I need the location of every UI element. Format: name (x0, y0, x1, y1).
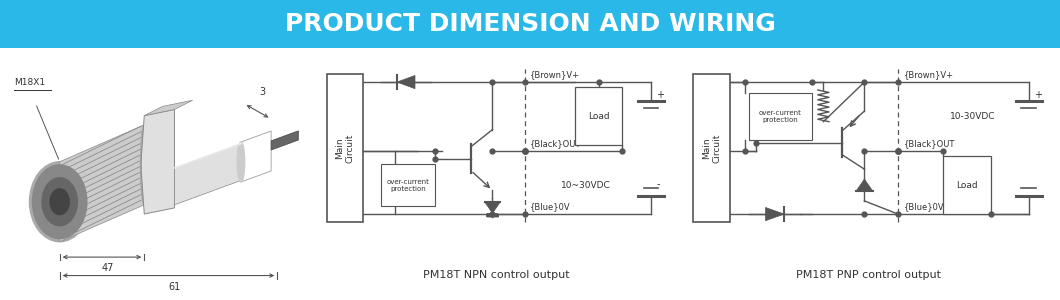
Text: Load: Load (588, 112, 610, 121)
Ellipse shape (237, 142, 245, 182)
Text: 3: 3 (259, 87, 265, 98)
Bar (942, 156, 991, 214)
Text: PM18T NPN control output: PM18T NPN control output (423, 270, 569, 280)
Polygon shape (856, 179, 872, 191)
Text: -: - (656, 179, 660, 189)
Text: {Brown}V+: {Brown}V+ (903, 70, 954, 80)
Text: 10-30VDC: 10-30VDC (950, 112, 995, 121)
Text: {Black}OUT: {Black}OUT (530, 139, 582, 148)
Text: PM18T PNP control output: PM18T PNP control output (796, 270, 940, 280)
Bar (0, 0, 1060, 48)
Bar (576, 87, 622, 146)
Polygon shape (398, 76, 416, 89)
Bar (381, 164, 435, 206)
Polygon shape (144, 100, 193, 116)
Text: {Blue}0V: {Blue}0V (903, 202, 944, 211)
Text: 10~30VDC: 10~30VDC (562, 181, 611, 190)
Ellipse shape (30, 162, 90, 242)
Polygon shape (484, 202, 500, 213)
Polygon shape (59, 125, 144, 242)
Ellipse shape (50, 189, 69, 215)
Text: {Blue}0V: {Blue}0V (530, 202, 571, 211)
Text: over-current
protection: over-current protection (759, 110, 802, 123)
Text: +: + (1035, 90, 1042, 100)
Bar (748, 93, 812, 140)
Text: PRODUCT DIMENSION AND WIRING: PRODUCT DIMENSION AND WIRING (284, 12, 776, 36)
Bar (693, 74, 730, 222)
Text: 61: 61 (169, 282, 180, 292)
Text: M18X1: M18X1 (15, 78, 46, 87)
Polygon shape (175, 144, 241, 205)
Text: {Black}OUT: {Black}OUT (903, 139, 955, 148)
Text: {Brown}V+: {Brown}V+ (530, 70, 580, 80)
Bar (326, 74, 363, 222)
Text: 47: 47 (102, 263, 114, 273)
Text: Main
Circuit: Main Circuit (335, 134, 354, 163)
Text: +: + (656, 90, 665, 100)
Polygon shape (241, 131, 271, 182)
Text: Load: Load (956, 181, 977, 190)
Text: Main
Circuit: Main Circuit (702, 134, 721, 163)
Polygon shape (141, 110, 175, 214)
Ellipse shape (141, 125, 148, 205)
Text: over-current
protection: over-current protection (386, 178, 429, 191)
Ellipse shape (42, 178, 77, 226)
Polygon shape (765, 208, 784, 221)
Ellipse shape (33, 165, 87, 239)
Polygon shape (271, 131, 298, 150)
